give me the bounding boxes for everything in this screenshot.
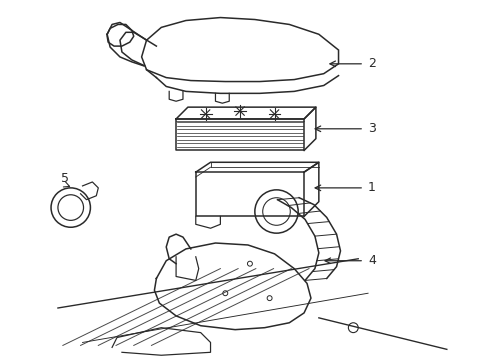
Text: 1: 1: [368, 181, 376, 194]
Text: 2: 2: [368, 57, 376, 70]
Text: 4: 4: [368, 254, 376, 267]
Text: 5: 5: [61, 171, 69, 185]
Text: 3: 3: [368, 122, 376, 135]
